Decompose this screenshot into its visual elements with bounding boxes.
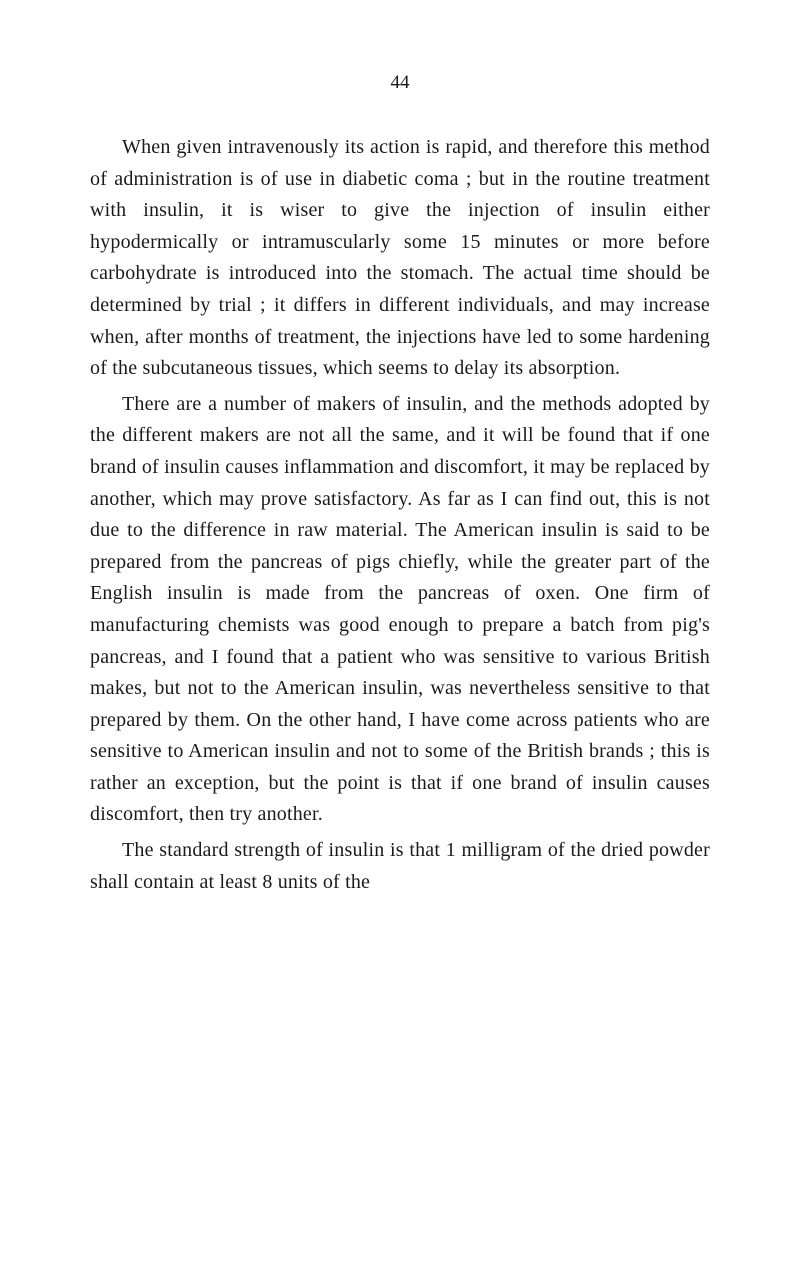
paragraph-1: When given intravenously its action is r…	[90, 132, 710, 385]
paragraph-3: The standard strength of insulin is that…	[90, 835, 710, 898]
page-number: 44	[90, 72, 710, 94]
paragraph-2: There are a number of makers of insulin,…	[90, 389, 710, 831]
